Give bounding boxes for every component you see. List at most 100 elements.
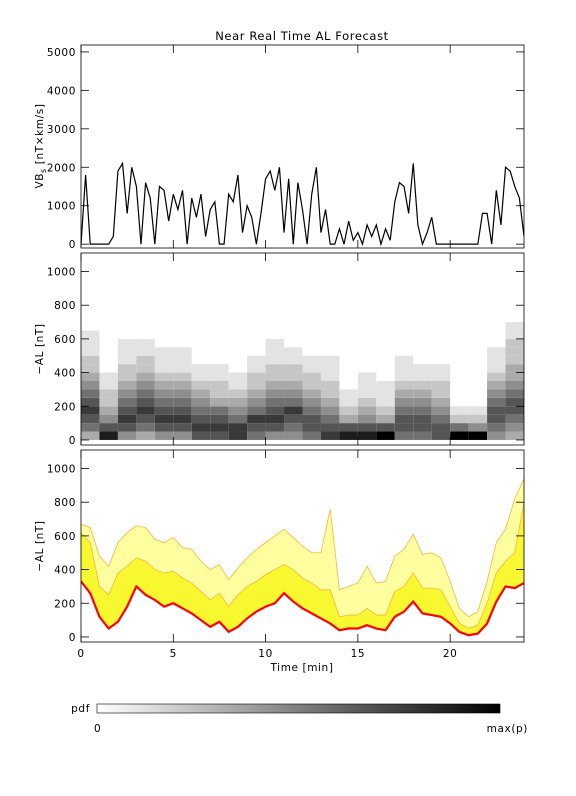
pdf-cell xyxy=(487,389,506,398)
pdf-cell xyxy=(284,389,303,398)
pdf-cell xyxy=(81,414,100,424)
y-tick-label: 1000 xyxy=(47,464,76,476)
pdf-cell xyxy=(265,431,285,440)
pdf-cell xyxy=(81,397,100,407)
pdf-cell xyxy=(320,364,340,373)
pdf-cell xyxy=(394,355,414,365)
pdf-cell xyxy=(357,372,377,381)
plot-area xyxy=(81,161,524,247)
pdf-cell xyxy=(210,406,229,415)
pdf-cell xyxy=(191,381,211,390)
pdf-cell xyxy=(173,397,192,407)
pdf-cell xyxy=(265,389,285,398)
pdf-cell xyxy=(173,389,192,398)
pdf-cell xyxy=(284,414,303,424)
pdf-cell xyxy=(320,406,340,415)
y-tick-label: 400 xyxy=(54,565,76,577)
pdf-cell xyxy=(376,406,395,415)
pdf-cell xyxy=(154,389,174,398)
pdf-cell xyxy=(505,406,524,415)
pdf-cell xyxy=(468,431,488,440)
panel-frame xyxy=(80,449,525,643)
pdf-cell xyxy=(320,372,340,381)
x-tick-label: 0 xyxy=(77,648,84,660)
pdf-cell xyxy=(339,414,358,424)
pdf-cell xyxy=(505,389,524,398)
pdf-cell xyxy=(394,389,414,398)
pdf-cell xyxy=(487,364,506,373)
pdf-cell xyxy=(81,431,100,440)
pdf-cell xyxy=(228,389,248,398)
pdf-cell xyxy=(376,414,395,424)
pdf-cell xyxy=(247,372,266,381)
pdf-cell xyxy=(505,347,524,356)
pdf-cell xyxy=(136,389,155,398)
x-tick-label: 20 xyxy=(443,648,458,660)
y-tick-label: 1000 xyxy=(47,267,76,279)
pdf-cell xyxy=(117,338,137,348)
pdf-cell xyxy=(505,423,524,432)
pdf-cell xyxy=(413,431,432,440)
panel-frame xyxy=(80,252,525,446)
pdf-cell xyxy=(117,347,137,356)
pdf-cell xyxy=(136,372,155,381)
y-axis-label: −AL [nT] xyxy=(34,323,46,374)
pdf-cell xyxy=(81,389,100,398)
pdf-cell xyxy=(117,423,137,432)
pdf-cell xyxy=(357,414,377,424)
pdf-cell xyxy=(228,431,248,440)
pdf-cell xyxy=(247,389,266,398)
pdf-cell xyxy=(302,372,321,381)
pdf-cell xyxy=(450,431,469,440)
pdf-cell xyxy=(284,431,303,440)
pdf-cell xyxy=(228,372,248,381)
pdf-cell xyxy=(154,431,174,440)
chart-title: Near Real Time AL Forecast xyxy=(215,29,389,43)
pdf-cell xyxy=(117,364,137,373)
x-axis-label: Time [min] xyxy=(269,662,333,674)
pdf-cell xyxy=(265,406,285,415)
pdf-cell xyxy=(284,423,303,432)
pdf-cell xyxy=(431,397,451,407)
y-tick-label: 3000 xyxy=(47,124,76,136)
pdf-cell xyxy=(136,431,155,440)
pdf-cell xyxy=(431,381,451,390)
pdf-cell xyxy=(487,372,506,381)
pdf-cell xyxy=(117,355,137,365)
pdf-cell xyxy=(505,322,524,331)
pdf-cell xyxy=(284,381,303,390)
pdf-cell xyxy=(339,406,358,415)
pdf-cell xyxy=(228,414,248,424)
y-tick-label: 0 xyxy=(69,435,76,447)
pdf-cell xyxy=(247,381,266,390)
pdf-cell xyxy=(284,355,303,365)
pdf-cell xyxy=(505,355,524,365)
pdf-cell xyxy=(265,423,285,432)
band-edge xyxy=(81,478,524,618)
y-label-sub: s xyxy=(39,168,48,173)
pdf-cell xyxy=(302,406,321,415)
y-axis-label: VBs [nT×km/s] xyxy=(34,103,48,188)
y-tick-label: 0 xyxy=(69,632,76,644)
pdf-cell xyxy=(487,423,506,432)
pdf-cell xyxy=(136,364,155,373)
colorbar-max-label: max(p) xyxy=(487,723,528,735)
pdf-cell xyxy=(173,372,192,381)
pdf-cell xyxy=(487,347,506,356)
pdf-cell xyxy=(320,389,340,398)
pdf-cell xyxy=(136,347,155,356)
y-tick-label: 600 xyxy=(54,334,76,346)
pdf-cell xyxy=(154,364,174,373)
pdf-cell xyxy=(228,381,248,390)
pdf-cell xyxy=(191,414,211,424)
pdf-cell xyxy=(265,364,285,373)
pdf-cell xyxy=(228,423,248,432)
pdf-cell xyxy=(265,347,285,356)
pdf-cell xyxy=(81,381,100,390)
pdf-cell xyxy=(136,414,155,424)
pdf-cell xyxy=(394,431,414,440)
pdf-cell xyxy=(505,397,524,407)
y-axis-label: −AL [nT] xyxy=(34,520,46,571)
pdf-cell xyxy=(191,372,211,381)
